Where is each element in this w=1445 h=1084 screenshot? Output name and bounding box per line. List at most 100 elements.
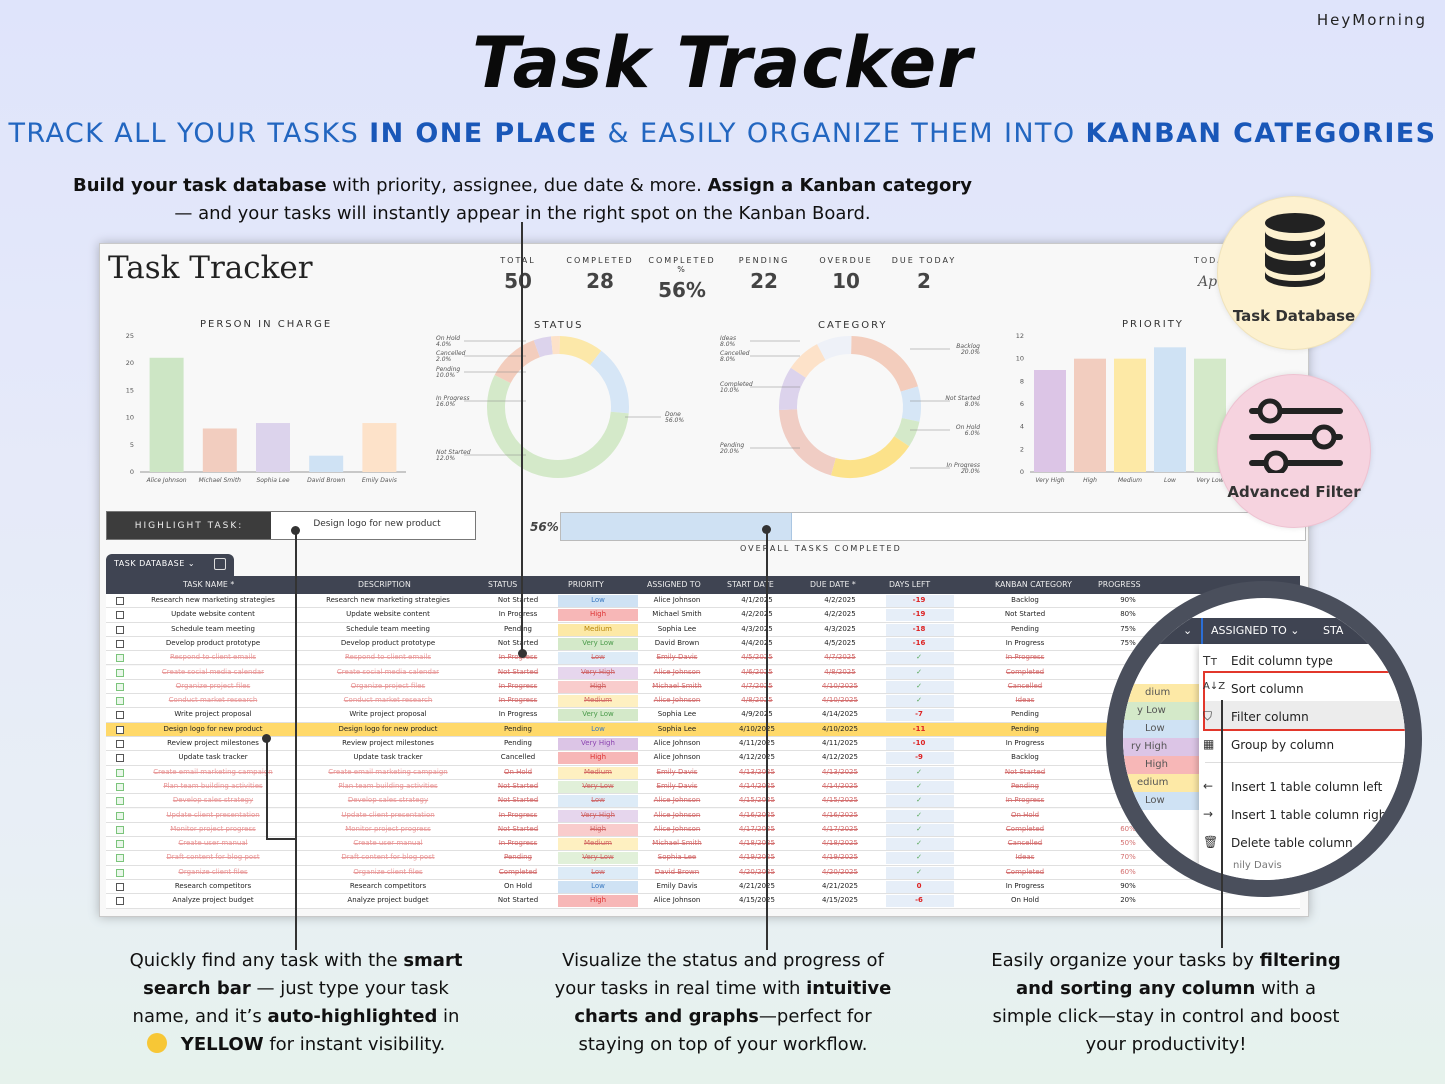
desc-cell[interactable]: Design logo for new product [338,724,438,733]
tab-task-database[interactable]: TASK DATABASE ⌄ [106,554,234,576]
kanban-cell[interactable]: In Progress [1005,739,1045,747]
days-cell[interactable]: ✓ [916,810,922,819]
start-cell[interactable]: 4/16/2025 [739,810,775,819]
kanban-cell[interactable]: Completed [1005,867,1045,876]
column-header[interactable]: KANBAN CATEGORY [995,580,1072,589]
days-cell[interactable]: ✓ [916,667,922,676]
row-checkbox[interactable] [116,725,124,734]
kanban-cell[interactable]: On Hold [1010,810,1040,819]
row-checkbox[interactable] [116,897,124,906]
days-cell[interactable]: -6 [915,896,923,905]
desc-cell[interactable]: Update task tracker [353,753,423,762]
due-cell[interactable]: 4/15/2025 [822,796,858,805]
kanban-cell[interactable]: In Progress [1005,638,1045,647]
desc-cell[interactable]: Analyze project budget [347,896,429,905]
row-checkbox[interactable] [116,597,124,605]
highlight-task-box[interactable]: HIGHLIGHT TASK: Design logo for new prod… [106,511,476,540]
name-cell[interactable]: Respond to client emails [170,653,256,662]
table-row[interactable]: Research competitors Research competitors… [106,880,1300,895]
status-cell[interactable]: On Hold [503,767,533,776]
row-checkbox[interactable] [116,768,124,777]
start-cell[interactable]: 4/10/2025 [739,724,775,733]
due-cell[interactable]: 4/3/2025 [824,624,856,633]
row-checkbox[interactable] [116,825,124,834]
kanban-cell[interactable]: Backlog [1011,596,1039,604]
status-cell[interactable]: Pending [504,853,532,862]
start-cell[interactable]: 4/15/2025 [739,896,775,905]
desc-cell[interactable]: Conduct market research [343,696,433,705]
kanban-cell[interactable]: Ideas [1015,696,1035,705]
progress-cell[interactable]: 90% [1120,882,1136,890]
row-checkbox[interactable] [116,625,124,634]
menu-filter-column[interactable]: Filter column [1231,710,1309,724]
row-checkbox[interactable] [116,740,124,748]
kanban-cell[interactable]: Ideas [1015,853,1035,862]
start-cell[interactable]: 4/6/2025 [741,667,773,676]
desc-cell[interactable]: Create user manual [353,839,423,848]
row-checkbox[interactable] [116,868,124,877]
kanban-cell[interactable]: Cancelled [1007,839,1043,848]
name-cell[interactable]: Draft content for blog post [166,853,260,862]
assigned-cell[interactable]: Sophia Lee [657,853,697,862]
status-cell[interactable]: In Progress [498,653,538,662]
name-cell[interactable]: Create email marketing campaign [153,767,273,776]
name-cell[interactable]: Conduct market research [168,696,258,705]
menu-delete-column[interactable]: Delete table column [1231,836,1353,850]
name-cell[interactable]: Design logo for new product [163,724,263,733]
due-cell[interactable]: 4/19/2025 [822,853,858,862]
days-cell[interactable]: ✓ [916,796,922,805]
name-cell[interactable]: Research competitors [174,882,252,890]
due-cell[interactable]: 4/2/2025 [824,610,856,619]
status-cell[interactable]: Not Started [497,667,539,676]
days-cell[interactable]: -18 [912,624,926,633]
priority-cell[interactable]: Very High [581,810,615,819]
table-row[interactable]: Create email marketing campaign Create em… [106,765,1300,780]
due-cell[interactable]: 4/15/2025 [822,896,858,905]
table-row[interactable]: Review project milestones Review project … [106,737,1300,752]
desc-cell[interactable]: Review project milestones [342,739,434,747]
start-cell[interactable]: 4/15/2025 [739,796,775,805]
start-cell[interactable]: 4/8/2025 [741,696,773,705]
table-row[interactable]: Update task tracker Update task tracker Ca… [106,751,1300,766]
column-header[interactable]: TASK NAME * [183,580,235,589]
highlight-task-input[interactable]: Design logo for new product [313,519,441,529]
column-header[interactable]: DAYS LEFT [889,580,931,589]
row-checkbox[interactable] [116,682,124,691]
desc-cell[interactable]: Respond to client emails [345,653,431,662]
name-cell[interactable]: Update task tracker [178,753,248,762]
name-cell[interactable]: Analyze project budget [172,896,254,905]
table-row[interactable]: Organize project files Organize project f… [106,679,1300,695]
row-checkbox[interactable] [116,711,124,720]
desc-cell[interactable]: Schedule team meeting [346,624,430,633]
start-cell[interactable]: 4/9/2025 [741,710,773,719]
priority-cell[interactable]: Very Low [582,638,614,647]
column-header[interactable]: PROGRESS [1098,580,1141,589]
days-cell[interactable]: ✓ [916,681,922,690]
assigned-cell[interactable]: Emily Davis [656,653,698,662]
table-icon[interactable] [214,558,226,570]
start-cell[interactable]: 4/12/2025 [739,753,775,762]
name-cell[interactable]: Develop product prototype [165,638,261,647]
start-cell[interactable]: 4/3/2025 [741,624,773,633]
status-cell[interactable]: Pending [504,624,532,633]
name-cell[interactable]: Plan team building activities [163,781,263,790]
priority-cell[interactable]: Low [591,882,605,890]
desc-cell[interactable]: Research competitors [349,882,427,890]
kanban-cell[interactable]: Completed [1005,667,1045,676]
row-checkbox[interactable] [116,639,124,648]
due-cell[interactable]: 4/13/2025 [822,767,858,776]
kanban-cell[interactable]: Backlog [1011,753,1039,762]
status-cell[interactable]: Not Started [497,781,539,790]
priority-cell[interactable]: Very High [581,739,615,747]
row-checkbox[interactable] [116,754,124,763]
days-cell[interactable]: ✓ [916,839,922,848]
due-cell[interactable]: 4/11/2025 [822,739,858,747]
kanban-cell[interactable]: On Hold [1010,896,1040,905]
row-checkbox[interactable] [116,654,124,663]
status-cell[interactable]: In Progress [498,681,538,690]
zoom-assigned-to-header[interactable]: ASSIGNED TO ⌄ [1211,624,1300,637]
kanban-cell[interactable]: Pending [1011,624,1039,633]
name-cell[interactable]: Update client presentation [166,810,260,819]
days-cell[interactable]: ✓ [916,853,922,862]
table-row[interactable]: Update client presentation Update client … [106,808,1300,823]
